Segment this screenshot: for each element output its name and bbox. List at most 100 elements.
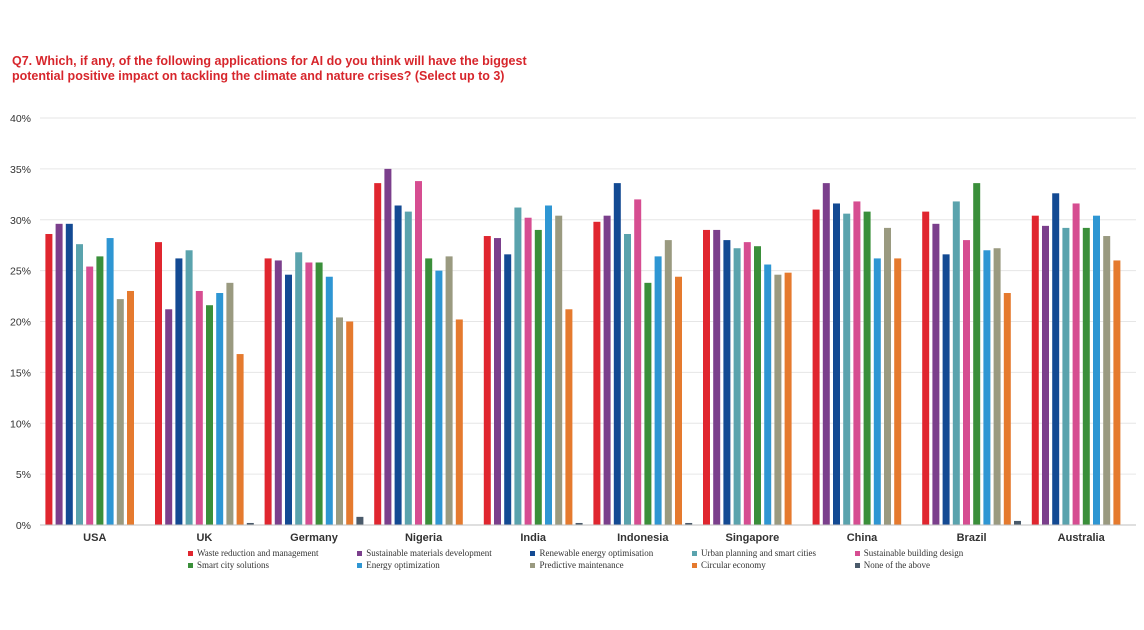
bar: [973, 183, 981, 525]
bar: [1052, 193, 1060, 526]
bar: [1072, 203, 1080, 525]
bar: [593, 221, 601, 525]
bar: [96, 256, 104, 525]
bar: [1042, 225, 1049, 526]
y-tick-label: 15%: [10, 367, 31, 379]
bar: [894, 258, 902, 525]
bar: [644, 282, 652, 525]
legend-label: Predictive maintenance: [539, 560, 624, 570]
x-category-label: Indonesia: [617, 532, 669, 544]
bar: [305, 262, 313, 525]
bar: [106, 238, 114, 525]
bar: [613, 183, 621, 525]
bar: [1014, 520, 1021, 525]
bar: [127, 290, 134, 525]
bar: [504, 254, 512, 525]
bar: [65, 223, 73, 525]
bar: [713, 229, 721, 526]
bar: [922, 211, 930, 526]
legend-swatch: [530, 562, 536, 568]
bar: [754, 246, 761, 525]
bar: [764, 264, 772, 525]
bar: [1103, 236, 1111, 525]
bar: [822, 183, 830, 525]
bar: [116, 299, 124, 525]
legend-swatch: [692, 562, 698, 568]
bar: [165, 309, 173, 525]
x-category-label: USA: [83, 532, 106, 544]
bar: [664, 240, 672, 525]
bar: [1062, 227, 1070, 525]
bar-marks: [45, 168, 1121, 526]
x-category-label: Nigeria: [405, 532, 443, 544]
x-category-label: UK: [196, 532, 212, 544]
bar: [723, 240, 731, 525]
bar: [246, 522, 254, 525]
bar: [285, 274, 292, 525]
bar: [774, 274, 782, 525]
bar: [1093, 215, 1100, 525]
bar: [1031, 215, 1039, 525]
bar: [624, 233, 631, 525]
bar: [155, 242, 162, 525]
bar: [55, 223, 63, 525]
bar: [603, 215, 611, 525]
bar: [514, 207, 522, 526]
legend-item: Sustainable building design: [854, 548, 988, 558]
bar: [206, 305, 213, 525]
bar: [863, 211, 871, 526]
bar: [435, 270, 443, 525]
bar: [175, 258, 183, 525]
x-category-label: Germany: [290, 532, 339, 544]
legend-label: Renewable energy optimisation: [539, 548, 654, 558]
bar: [394, 205, 402, 525]
x-category-label: Singapore: [726, 532, 780, 544]
bar: [942, 254, 950, 525]
gridlines: [40, 117, 1136, 475]
legend-item: Smart city solutions: [188, 560, 343, 570]
bar: [264, 258, 272, 525]
bar: [274, 260, 282, 525]
bar: [575, 522, 583, 525]
bar: [315, 262, 323, 525]
legend-label: Waste reduction and management: [197, 548, 319, 558]
legend-swatch: [692, 550, 698, 556]
y-tick-label: 20%: [10, 317, 31, 329]
x-axis-category-labels: USA UK Germany Nigeria India Indonesia Singapo…: [83, 532, 1105, 544]
bar: [703, 229, 710, 526]
bar: [833, 203, 840, 525]
legend-swatch: [854, 550, 860, 556]
legend-item: Waste reduction and management: [188, 548, 343, 558]
bar: [873, 258, 881, 525]
bar: [374, 183, 382, 525]
bar: [952, 201, 960, 525]
legend-swatch: [530, 550, 536, 556]
bar: [356, 516, 364, 525]
bar: [784, 272, 792, 525]
bar: [404, 211, 412, 526]
bar: [565, 309, 573, 525]
legend-label: Smart city solutions: [197, 560, 269, 570]
bar: [812, 209, 820, 525]
legend-swatch: [357, 550, 363, 556]
bar: [45, 233, 53, 525]
bar: [1082, 227, 1090, 525]
bar: [932, 223, 940, 525]
bar: [963, 240, 970, 525]
bar: [483, 236, 491, 525]
legend-swatch: [854, 562, 860, 568]
bar: [555, 215, 563, 525]
legend-label: Circular economy: [701, 560, 766, 570]
x-category-label: China: [847, 532, 878, 544]
bar: [346, 321, 354, 525]
bar: [455, 319, 463, 525]
y-tick-label: 30%: [10, 215, 31, 227]
legend-label: None of the above: [863, 560, 930, 570]
chart-title: Q7. Which, if any, of the following appl…: [12, 54, 527, 83]
legend-label: Energy optimization: [366, 560, 440, 570]
bar: [733, 248, 741, 526]
bar: [993, 248, 1001, 526]
legend-item: Renewable energy optimisation: [530, 548, 678, 558]
y-tick-label: 5%: [16, 469, 31, 481]
